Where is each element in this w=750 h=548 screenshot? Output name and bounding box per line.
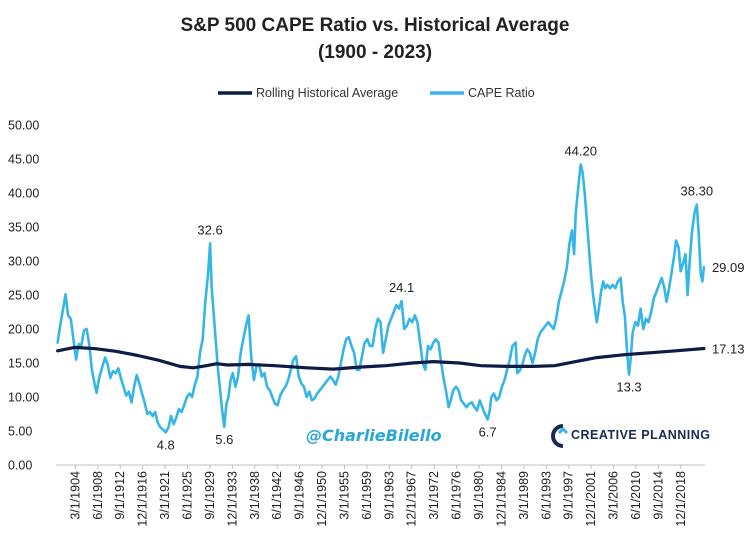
- x-tick-label: 6/1/1925: [180, 471, 194, 520]
- x-tick-label: 6/1/1959: [360, 471, 374, 520]
- x-tick-label: 3/1/1955: [337, 471, 351, 520]
- legend: Rolling Historical Average CAPE Ratio: [218, 86, 535, 100]
- x-tick-label: 6/1/1976: [450, 471, 464, 520]
- x-tick-label: 12/1/1984: [494, 471, 508, 527]
- x-tick-label: 12/1/2001: [584, 471, 598, 527]
- x-tick-label: 9/1/1997: [562, 471, 576, 520]
- x-tick-label: 9/1/1912: [113, 471, 127, 520]
- data-label: 5.6: [215, 432, 233, 447]
- watermark-handle: @CharlieBilello: [306, 426, 442, 445]
- brand-name: CREATIVE PLANNING: [571, 428, 711, 442]
- y-tick-label: 20.00: [8, 323, 39, 337]
- y-tick-label: 35.00: [8, 221, 39, 235]
- x-tick-label: 12/1/2018: [674, 471, 688, 527]
- x-tick-label: 12/1/1933: [225, 471, 239, 527]
- series-line-rolling-average: [56, 345, 706, 371]
- data-label: 38.30: [681, 184, 714, 199]
- y-tick-label: 5.00: [8, 425, 32, 439]
- annotation-layer: 4.8 32.6 5.6 24.1 6.7 44.20 13.3 38.30 29.09 17.1…: [157, 143, 745, 452]
- x-tick-label: 3/1/1938: [248, 471, 262, 520]
- x-tick-label: 6/1/2010: [629, 471, 643, 520]
- x-tick-label: 6/1/1908: [91, 471, 105, 520]
- x-tick-label: 3/1/1972: [427, 471, 441, 520]
- x-tick-label: 3/1/1989: [517, 471, 531, 520]
- x-tick-label: 9/1/1946: [293, 471, 307, 520]
- brand-mark-icon: [551, 424, 569, 448]
- y-axis: 0.00 5.00 10.00 15.00 20.00 25.00 30.00 35.00 40…: [8, 119, 39, 473]
- data-label: 17.13: [712, 342, 745, 357]
- legend-label-cape: CAPE Ratio: [468, 86, 535, 100]
- y-tick-label: 0.00: [8, 459, 32, 473]
- x-tick-label: 3/1/2006: [607, 471, 621, 520]
- y-tick-label: 50.00: [8, 119, 39, 133]
- x-tick-label: 3/1/1921: [158, 471, 172, 520]
- x-tick-label: 9/1/1963: [382, 471, 396, 520]
- x-tick-label: 6/1/1993: [539, 471, 553, 520]
- series-line-cape-ratio: [56, 163, 706, 434]
- data-label: 44.20: [564, 143, 597, 158]
- data-label: 13.3: [616, 380, 641, 395]
- legend-label-avg: Rolling Historical Average: [256, 86, 398, 100]
- data-label: 32.6: [197, 222, 222, 237]
- x-tick-label: 9/1/1980: [472, 471, 486, 520]
- y-tick-label: 15.00: [8, 357, 39, 371]
- y-tick-label: 25.00: [8, 289, 39, 303]
- chart-title: S&P 500 CAPE Ratio vs. Historical Averag…: [181, 15, 570, 36]
- y-tick-label: 30.00: [8, 255, 39, 269]
- data-label: 29.09: [712, 260, 745, 275]
- y-tick-label: 10.00: [8, 391, 39, 405]
- x-tick-label: 3/1/1904: [68, 471, 82, 520]
- data-label: 24.1: [389, 280, 414, 295]
- x-axis: 3/1/1904 6/1/1908 9/1/1912 12/1/1916 3/1/192…: [56, 464, 705, 527]
- y-tick-label: 45.00: [8, 153, 39, 167]
- chart-subtitle: (1900 - 2023): [318, 42, 432, 63]
- x-tick-label: 12/1/1950: [315, 471, 329, 527]
- y-tick-label: 40.00: [8, 187, 39, 201]
- x-tick-label: 12/1/1967: [405, 471, 419, 527]
- x-tick-label: 6/1/1942: [270, 471, 284, 520]
- x-tick-label: 12/1/1916: [136, 471, 150, 527]
- brand-logo: CREATIVE PLANNING: [551, 424, 711, 448]
- series-layer: [56, 163, 706, 434]
- x-tick-label: 9/1/1929: [203, 471, 217, 520]
- data-label: 6.7: [479, 424, 497, 439]
- data-label: 4.8: [157, 437, 175, 452]
- x-tick-label: 9/1/2014: [651, 471, 665, 520]
